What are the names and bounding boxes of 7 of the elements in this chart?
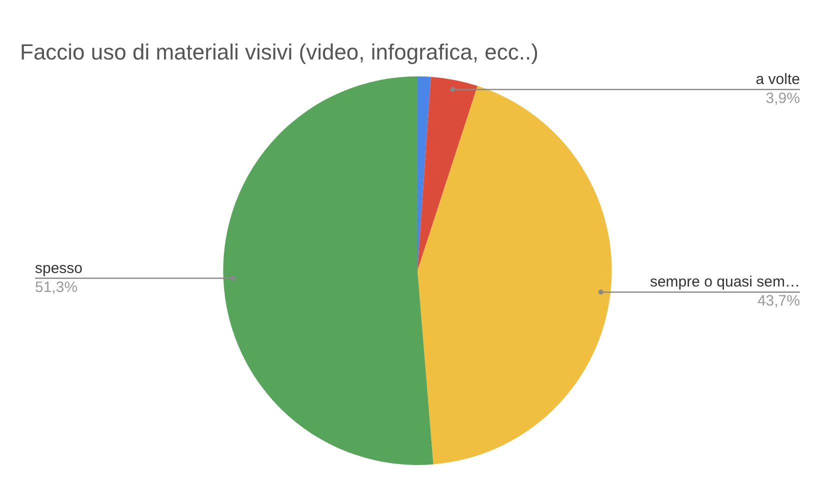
data-label: 3,9% [766, 90, 800, 108]
data-label: 51,3% [35, 278, 78, 296]
slice-label: a volte [756, 71, 800, 88]
slice-label: spesso [35, 260, 83, 277]
chart-title: Faccio uso di materiali visivi (video, infografica, ecc..) [20, 39, 538, 64]
slice-label: sempre o quasi sem… [650, 274, 800, 291]
data-label: 43,7% [757, 292, 800, 310]
